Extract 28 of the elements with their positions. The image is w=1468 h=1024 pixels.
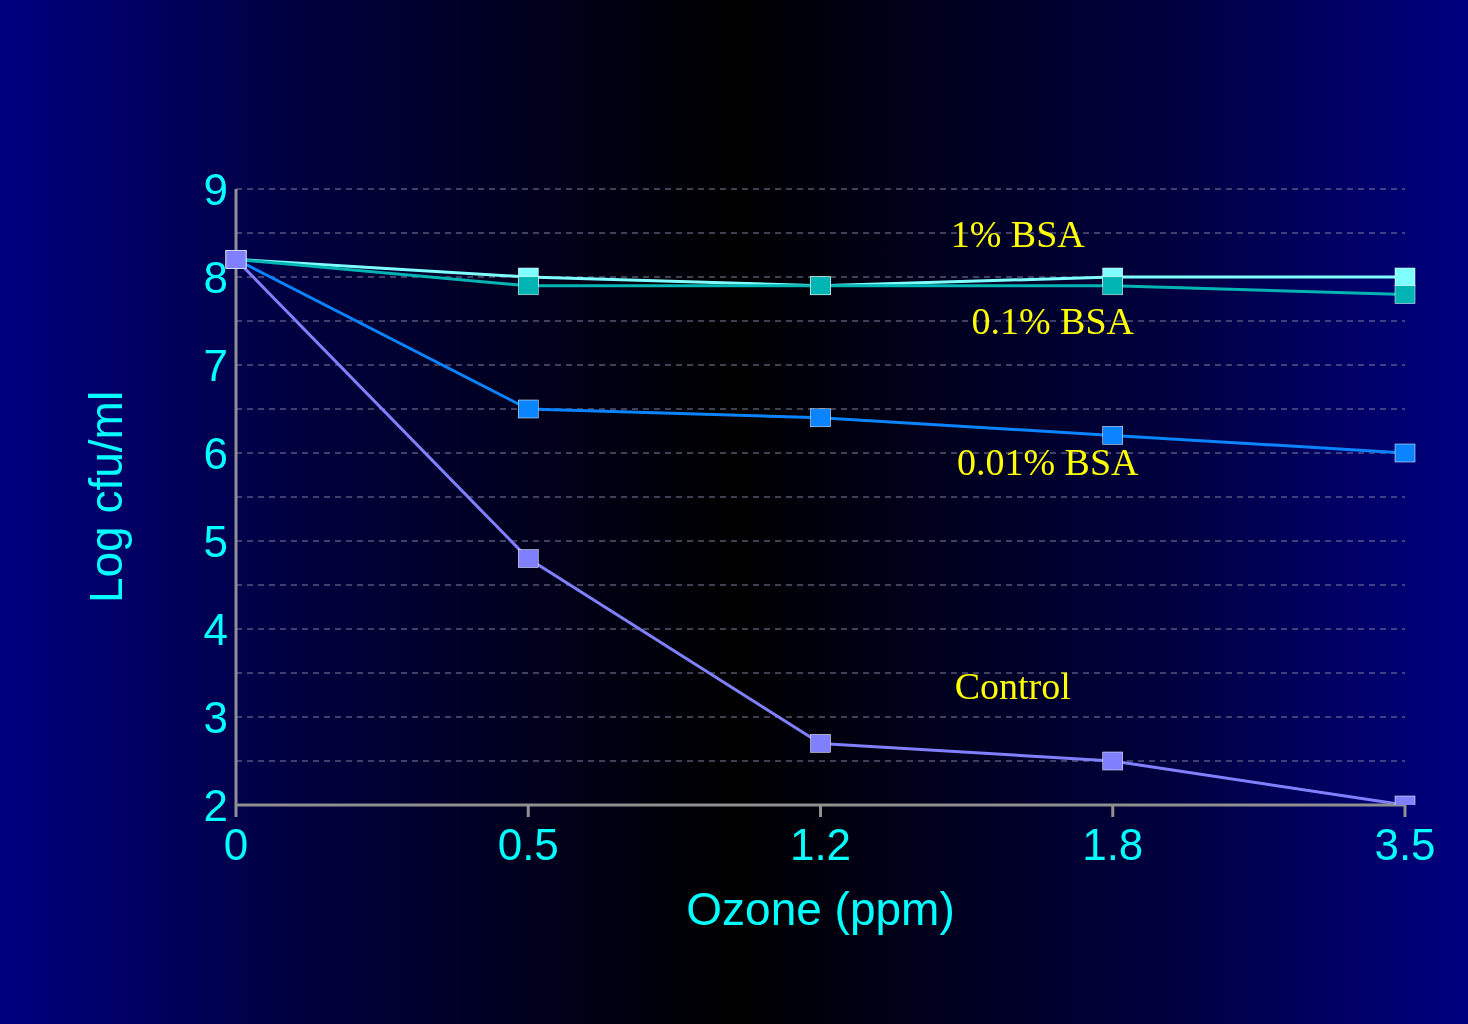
point	[1394, 443, 1416, 463]
x-tick-label: 1.8	[1082, 820, 1144, 870]
y-tick-label: 9	[203, 164, 228, 214]
x-tick-label: 0.5	[497, 820, 559, 870]
y-tick-label: 4	[203, 604, 228, 654]
point	[1394, 285, 1416, 304]
y-tick-label: 8	[203, 252, 228, 302]
x-tick-label: 1.2	[789, 820, 852, 870]
y-tick-label: 3	[203, 692, 228, 742]
point	[1102, 276, 1123, 296]
point	[810, 408, 831, 428]
y-axis-title: Log cfu/ml	[80, 390, 133, 604]
x-axis-title: Ozone (ppm)	[686, 883, 955, 935]
series-label: 0.01% BSA	[956, 441, 1140, 484]
x-tick-label: 3.5	[1374, 820, 1436, 870]
point	[1102, 426, 1123, 445]
y-tick-label: 5	[203, 516, 228, 566]
point	[810, 734, 831, 753]
series-label: 1% BSA	[950, 213, 1086, 255]
point	[518, 549, 539, 568]
point	[518, 399, 539, 419]
point	[518, 276, 539, 296]
y-tick-label: 7	[203, 340, 228, 390]
y-tick-label: 6	[203, 428, 228, 478]
series-label: Control	[954, 665, 1071, 707]
point	[1394, 267, 1416, 287]
point	[1102, 751, 1123, 771]
series-label: 0.1% BSA	[971, 299, 1135, 342]
